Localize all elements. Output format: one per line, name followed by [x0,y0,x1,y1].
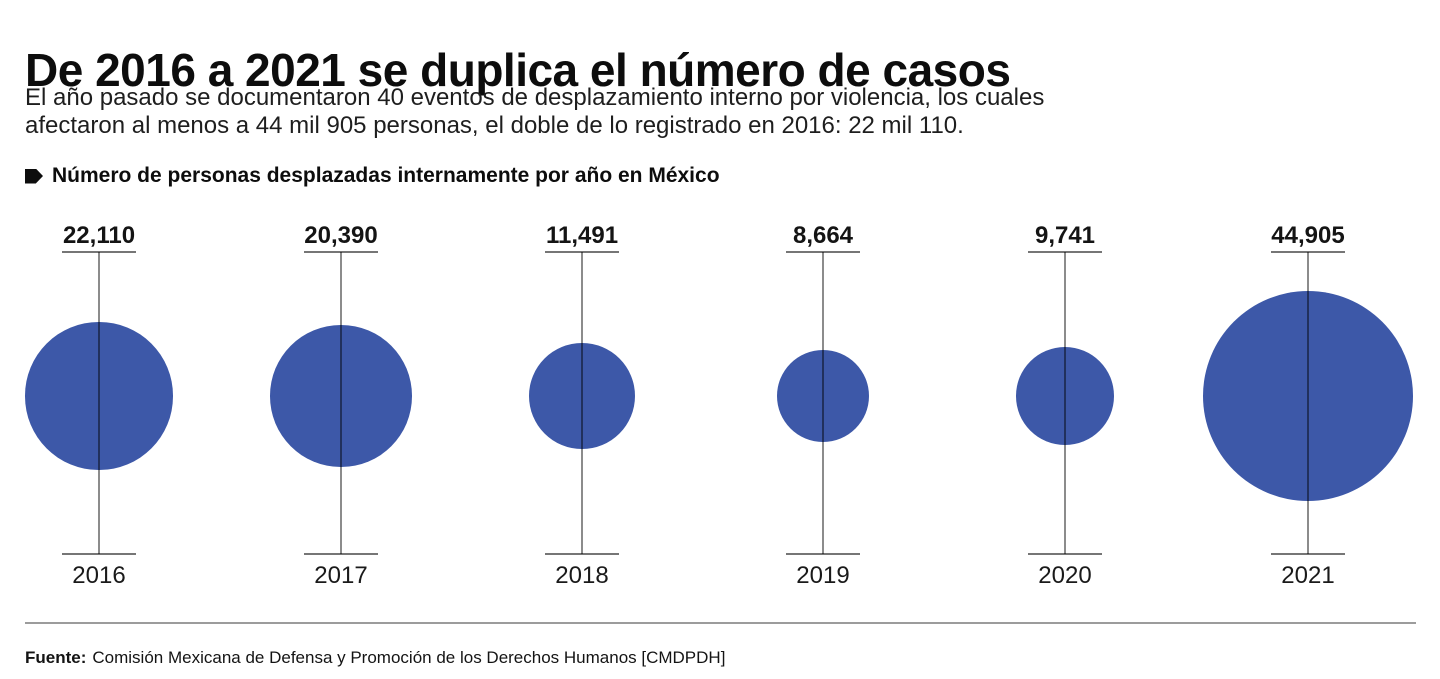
stem-line [98,252,100,554]
year-label: 2021 [1281,562,1335,589]
axis-tick [1271,553,1345,555]
source-text: Comisión Mexicana de Defensa y Promoción… [92,648,726,667]
bubble-2016 [25,322,173,470]
bubble-2017 [270,325,412,467]
axis-tick [304,553,378,555]
source-label: Fuente: [25,648,87,667]
subtitle-line-1: El año pasado se documentaron 40 eventos… [25,84,1045,111]
value-underline [1271,251,1345,253]
value-underline [1028,251,1102,253]
value-label: 44,905 [1271,222,1345,249]
stem-line [581,252,583,554]
axis-tick [545,553,619,555]
subtitle-line-2: afectaron al menos a 44 mil 905 personas… [25,112,964,139]
bubble-2021 [1203,291,1413,501]
value-underline [545,251,619,253]
bubble-2020 [1016,347,1114,445]
value-label: 20,390 [304,222,378,249]
value-label: 22,110 [62,222,136,249]
chart-section-label: Número de personas desplazadas intername… [52,164,720,187]
axis-tick [62,553,136,555]
stem-line [340,252,342,554]
bubble-2018 [528,342,636,450]
footer-divider [25,622,1416,624]
value-label: 9,741 [1034,222,1096,249]
stem-line [1307,252,1309,554]
year-label: 2019 [796,562,850,589]
axis-tick [786,553,860,555]
year-label: 2018 [555,562,609,589]
year-label: 2016 [72,562,126,589]
value-underline [786,251,860,253]
axis-tick [1028,553,1102,555]
stem-line [822,252,824,554]
value-label: 11,491 [545,222,619,249]
bubble-2019 [776,349,870,443]
value-label: 8,664 [792,222,854,249]
subtitle: El año pasado se documentaron 40 eventos… [25,84,1044,140]
page-title: De 2016 a 2021 se duplica el número de c… [25,43,1011,96]
year-label: 2020 [1038,562,1092,589]
tag-bullet-icon [25,168,43,184]
value-underline [304,251,378,253]
value-underline [62,251,136,253]
year-label: 2017 [314,562,368,589]
stem-line [1064,252,1066,554]
source-line: Fuente: Comisión Mexicana de Defensa y Pr… [25,648,725,668]
chart-section-header: Número de personas desplazadas intername… [25,164,720,188]
